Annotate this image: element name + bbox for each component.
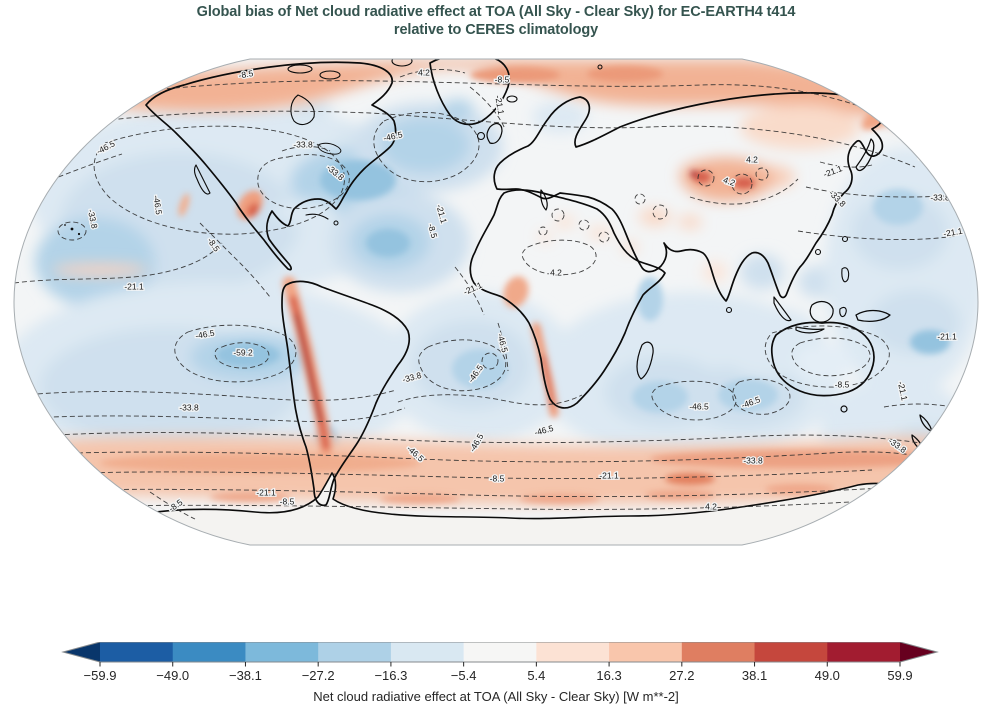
contour-label: -21.1 [493,94,506,115]
colorbar-tick-label: −38.1 [229,668,262,683]
contour-label: -21.1 [937,331,957,341]
contour-label: -46.5 [915,142,936,162]
colorbar-segment [172,642,247,662]
contour-label: -21.1 [256,487,276,497]
contour-label: -33.8 [743,455,763,465]
colorbar-tick-label: −59.9 [84,668,117,683]
contour-label: -46.5 [194,328,215,341]
map-frame [13,58,979,546]
contour-label: 4.2 [418,67,430,77]
colorbar: −59.9 −49.0 −38.1 −27.2 −16.3 −5.4 5.4 16.3 27.2… [0,641,992,704]
colorbar-tick-label: −27.2 [302,668,335,683]
colorbar-tick-label: −5.4 [451,668,477,683]
colorbar-segment [463,642,537,662]
title-line-1: Global bias of Net cloud radiative effec… [196,4,796,20]
colorbar-segment [390,642,465,662]
colorbar-tick-label: 59.9 [887,668,912,683]
title-line-2: relative to CERES climatology [393,21,599,38]
antarctica-outline [109,472,931,545]
contour-label: -8.5 [495,74,510,84]
contour-label: -46.5 [689,401,709,411]
colorbar-tick-label: 49.0 [815,668,840,683]
contour-label: 4.2 [550,267,562,277]
contour-label: 4.2 [705,501,717,511]
contour-label: -21.1 [599,470,619,480]
contour-label: -21.1 [931,107,953,126]
contour-label: -21.1 [124,281,144,291]
colorbar-segment [318,642,392,662]
colorbar-segment [681,642,756,662]
figure-title: Global bias of Net cloud radiative effec… [0,4,992,39]
colorbar-tick-label: −16.3 [374,668,407,683]
colorbar-under-arrow [63,642,100,662]
land-outlines [64,59,933,507]
contour-label: -46.5 [151,195,164,216]
contour-label: -33.8 [179,402,199,412]
contour-label: -59.2 [233,347,253,357]
contour-label: 4.2 [746,154,758,164]
colorbar-segment [245,642,319,662]
colorbar-tick-label: 27.2 [669,668,694,683]
contour-label: -8.5 [490,473,505,483]
contour-label: -8.5 [835,379,850,389]
colorbar-bar: −59.9 −49.0 −38.1 −27.2 −16.3 −5.4 5.4 16.3 27.2… [0,641,992,691]
colorbar-tick-label: −49.0 [156,668,189,683]
contour-lines [14,69,959,520]
colorbar-segment [609,642,683,662]
contour-label: -8.5 [238,68,254,80]
colorbar-segment [536,642,610,662]
colorbar-segment [827,642,901,662]
contour-label: -8.5 [280,496,295,506]
colorbar-tick-label: 5.4 [527,668,545,683]
contour-label: -21.1 [942,226,963,239]
colorbar-tick-label: 38.1 [742,668,767,683]
colorbar-label: Net cloud radiative effect at TOA (All S… [313,689,679,704]
map-svg: -8.5 4.2 -8.5 -21.1 -21.1 -46.5 -33.8 -46.5 -33.… [13,58,979,546]
colorbar-tick-label: 16.3 [596,668,621,683]
colorbar-svg: −59.9 −49.0 −38.1 −27.2 −16.3 −5.4 5.4 16.3 27.2… [61,641,939,683]
colorbar-segment [100,642,174,662]
contour-label: -33.8 [293,139,313,149]
colorbar-over-arrow [900,642,937,662]
world-map: -8.5 4.2 -8.5 -21.1 -21.1 -46.5 -33.8 -46.5 -33.… [0,47,992,562]
colorbar-segment [754,642,828,662]
